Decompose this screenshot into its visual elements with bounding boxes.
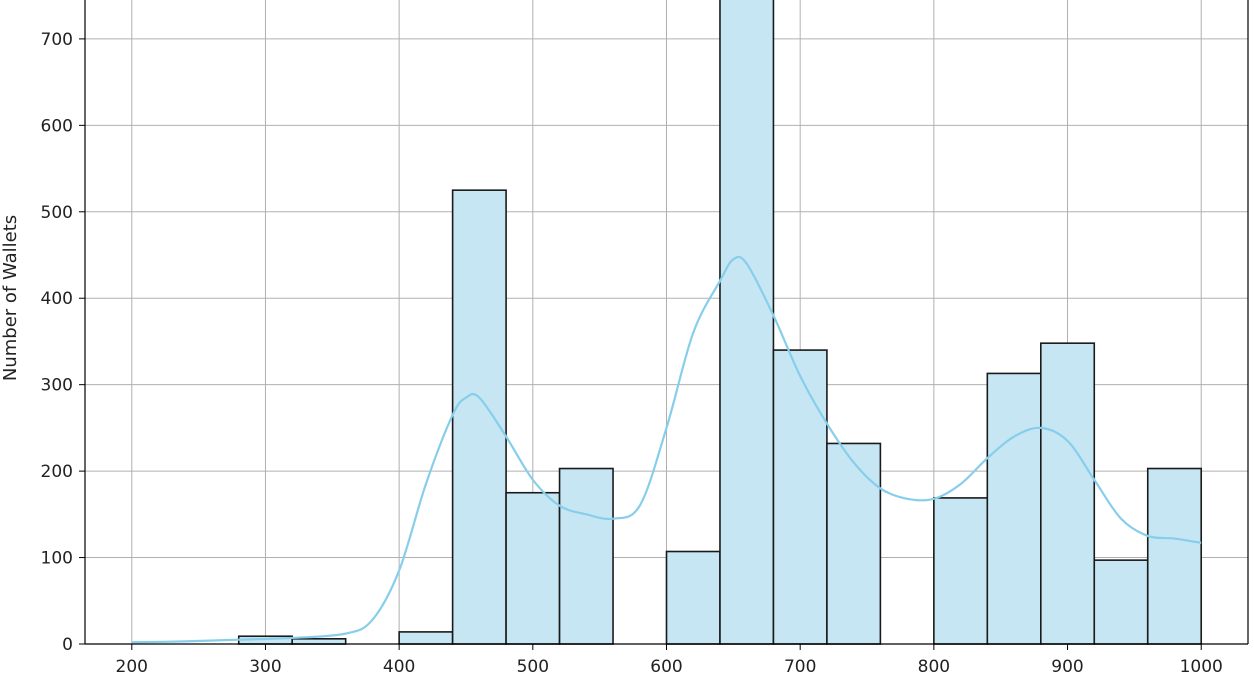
axes xyxy=(79,0,1249,650)
y-tick-label: 700 xyxy=(41,30,73,50)
histogram-bar xyxy=(1093,559,1149,645)
histogram-bar xyxy=(719,0,775,645)
histogram-bar xyxy=(1039,342,1096,645)
y-tick-label: 500 xyxy=(41,203,73,223)
histogram-bar xyxy=(986,372,1042,645)
x-tick-label: 500 xyxy=(517,657,549,675)
histogram-bar xyxy=(558,467,614,645)
histogram-bar xyxy=(772,349,828,645)
histogram-bar xyxy=(933,497,989,645)
histogram-bar xyxy=(665,550,721,645)
histogram-bar xyxy=(291,638,347,645)
histogram-bar xyxy=(451,189,507,645)
y-tick-label: 400 xyxy=(41,289,73,309)
x-tick-label: 200 xyxy=(116,657,148,675)
histogram-bar xyxy=(505,491,561,645)
y-axis-label: Number of Wallets xyxy=(0,215,21,381)
x-tick-label: 1000 xyxy=(1180,657,1223,675)
histogram-bar xyxy=(1146,467,1203,645)
x-tick-label: 900 xyxy=(1051,657,1083,675)
y-tick-label: 100 xyxy=(41,549,73,569)
y-tick-label: 0 xyxy=(62,635,73,655)
y-tick-label: 300 xyxy=(41,376,73,396)
x-tick-label: 600 xyxy=(650,657,682,675)
histogram-bar xyxy=(826,442,882,645)
x-tick-label: 400 xyxy=(383,657,415,675)
x-tick-label: 700 xyxy=(784,657,816,675)
kde-curve xyxy=(131,255,1202,644)
histogram-bars xyxy=(237,0,1203,645)
tick-labels: 200 300 400 500 600 700 800 900 1000 0 100 200 300 40… xyxy=(41,30,1223,675)
y-tick-label: 600 xyxy=(41,116,73,136)
y-tick-label: 200 xyxy=(41,462,73,482)
histogram-bar xyxy=(398,631,454,645)
x-tick-label: 800 xyxy=(918,657,950,675)
x-tick-label: 300 xyxy=(249,657,281,675)
